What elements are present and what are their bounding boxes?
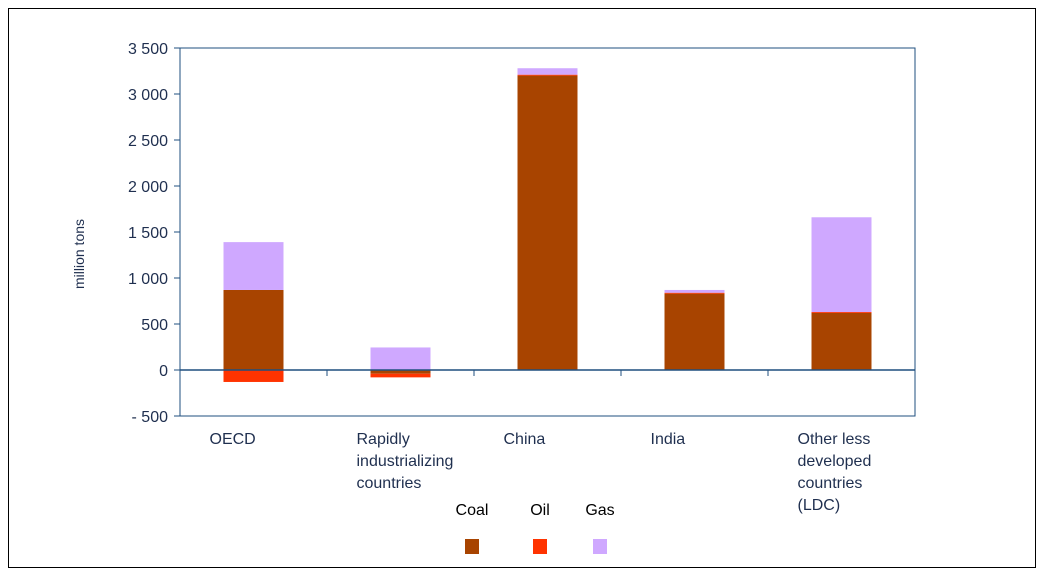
category-label: OECD: [210, 431, 256, 448]
bar-coal-0: [223, 289, 284, 370]
category-label: India: [651, 431, 686, 448]
legend-label-oil: Oil: [530, 502, 550, 519]
chart-frame: - 500 0 500 1 000 1 500 2 000 2 500 3 000 3 500 …: [8, 8, 1036, 568]
category-label: China: [504, 431, 546, 448]
bar-oil-4: [811, 312, 872, 313]
bar-coal-4: [811, 312, 872, 370]
y-tick-label: 500: [141, 317, 168, 334]
y-tick-label: 3 500: [128, 41, 168, 58]
category-label: countries: [798, 475, 863, 492]
bar-gas-3: [664, 289, 725, 293]
bar-gas-2: [517, 68, 578, 75]
bar-coal-3: [664, 293, 725, 370]
y-axis-label: million tons: [71, 219, 87, 289]
y-tick-label: - 500: [132, 409, 169, 426]
legend-swatch-coal: [465, 539, 479, 554]
bar-coal-2: [517, 75, 578, 370]
y-tick-label: 2 000: [128, 179, 168, 196]
bar-gas-1: [370, 347, 431, 370]
y-tick-label: 1 000: [128, 271, 168, 288]
y-tick-label: 1 500: [128, 225, 168, 242]
category-label: industrializing: [357, 453, 454, 470]
category-label: Rapidly: [357, 431, 410, 448]
bar-gas-0: [223, 242, 284, 290]
y-tick-label: 2 500: [128, 133, 168, 150]
legend-swatch-oil: [533, 539, 547, 554]
bar-oil-1: [370, 373, 431, 378]
bar-oil-2: [517, 74, 578, 76]
legend-label-gas: Gas: [585, 502, 614, 519]
legend-swatch-gas: [593, 539, 607, 554]
bar-oil-0: [223, 370, 284, 382]
category-label: developed: [798, 453, 872, 470]
category-label: countries: [357, 475, 422, 492]
bar-gas-4: [811, 217, 872, 313]
bar-oil-3: [664, 292, 725, 294]
category-label: Other less: [798, 431, 871, 448]
y-tick-label: 0: [159, 363, 168, 380]
legend-label-coal: Coal: [456, 502, 489, 519]
bar-coal-1: [370, 370, 431, 374]
category-label: (LDC): [798, 497, 841, 514]
y-tick-label: 3 000: [128, 87, 168, 104]
